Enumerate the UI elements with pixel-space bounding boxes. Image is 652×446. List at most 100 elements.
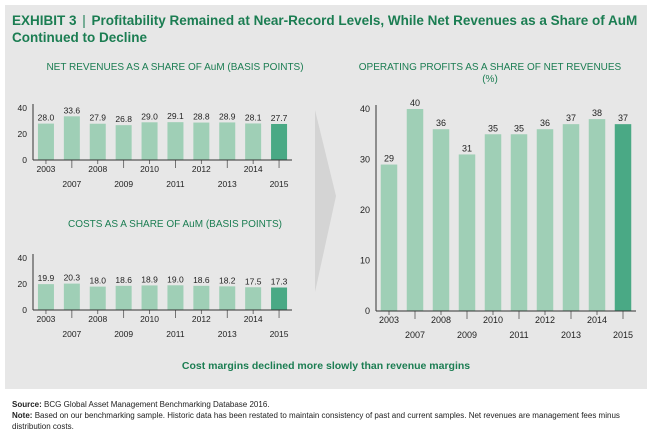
cost-bar: [219, 286, 236, 310]
cost-xtick-label: 2008: [88, 314, 107, 324]
cost-xtick-label: 2003: [36, 314, 55, 324]
operating-profit-bar: [536, 129, 554, 311]
operating-profit-value-label: 37: [618, 113, 628, 123]
net-revenue-bar: [271, 123, 288, 160]
operating-profit-value-label: 37: [566, 113, 576, 123]
cost-bar: [37, 284, 54, 310]
cost-xtick-label: 2007: [62, 329, 81, 339]
net-revenue-xtick-label: 2013: [218, 179, 237, 189]
cost-bar: [141, 285, 158, 310]
right-arrow-shape: [315, 110, 336, 292]
cost-xtick-label: 2009: [114, 329, 133, 339]
cost-bar: [245, 287, 262, 310]
net-revenue-bar: [89, 123, 106, 160]
net-revenues-chart: 0 20 40 28.0 2003 33.6 2007 27.9 2008 26.8 2009 29.…: [18, 103, 292, 189]
net-revenue-xtick-label: 2007: [62, 179, 81, 189]
net-revenue-xtick-label: 2008: [88, 164, 107, 174]
source-text: BCG Global Asset Management Benchmarking…: [44, 400, 270, 409]
footer-notes: Source: BCG Global Asset Management Benc…: [12, 399, 642, 432]
net-revenue-value-label: 28.1: [245, 112, 262, 122]
cost-bar: [63, 283, 80, 310]
exhibit-title: EXHIBIT 3 | Profitability Remained at Ne…: [12, 12, 642, 46]
operating-profit-value-label: 35: [514, 123, 524, 133]
costs-chart: 0 20 40 19.9 2003 20.3 2007 18.0 2008 18.6 2009 18.…: [18, 253, 292, 339]
operating-profit-value-label: 29: [384, 154, 394, 164]
cost-value-label: 19.9: [38, 273, 55, 283]
operating-profits-chart-title: OPERATING PROFITS AS A SHARE OF NET REVE…: [358, 62, 622, 85]
net-revenue-value-label: 28.8: [193, 112, 210, 122]
operating-profit-xtick-label: 2008: [431, 315, 451, 325]
cost-value-label: 20.3: [64, 273, 81, 283]
net-revenue-bar: [167, 122, 184, 160]
operating-profit-ytick-label: 0: [365, 306, 370, 316]
operating-profit-value-label: 36: [436, 118, 446, 128]
operating-profit-bar: [432, 129, 450, 311]
net-revenue-xtick-label: 2015: [270, 179, 289, 189]
operating-profit-bar: [562, 124, 580, 312]
cost-xtick-label: 2015: [270, 329, 289, 339]
cost-ytick-label: 0: [22, 305, 27, 315]
note-label: Note:: [12, 411, 33, 420]
operating-profit-bar: [614, 124, 632, 312]
net-revenue-bar: [245, 123, 262, 160]
operating-profit-xtick-label: 2013: [561, 330, 581, 340]
cost-bar: [115, 285, 132, 310]
cost-bar: [89, 286, 106, 310]
operating-profit-xtick-label: 2014: [587, 315, 607, 325]
note-line: Note: Based on our benchmarking sample. …: [12, 410, 642, 432]
cost-value-label: 18.2: [219, 275, 236, 285]
net-revenue-ytick-label: 20: [18, 129, 28, 139]
net-revenue-ytick-label: 0: [22, 155, 27, 165]
note-text: Based on our benchmarking sample. Histor…: [12, 411, 620, 431]
net-revenue-value-label: 28.0: [38, 113, 55, 123]
net-revenue-xtick-label: 2012: [192, 164, 211, 174]
net-revenue-bar: [115, 125, 132, 160]
operating-profit-bar: [510, 134, 528, 311]
net-revenue-value-label: 29.1: [167, 111, 184, 121]
cost-xtick-label: 2014: [244, 314, 263, 324]
operating-profit-xtick-label: 2015: [613, 330, 633, 340]
operating-profit-bar: [406, 109, 424, 311]
cost-value-label: 18.9: [141, 274, 158, 284]
net-revenue-ytick-label: 40: [18, 103, 28, 113]
operating-profit-xtick-label: 2009: [457, 330, 477, 340]
net-revenue-value-label: 27.9: [89, 113, 106, 123]
cost-xtick-label: 2011: [166, 329, 185, 339]
net-revenue-value-label: 28.9: [219, 111, 236, 121]
title-separator: |: [78, 13, 90, 28]
operating-profit-value-label: 40: [410, 98, 420, 108]
operating-profit-value-label: 36: [540, 118, 550, 128]
operating-profit-ytick-label: 40: [360, 104, 370, 114]
cost-ytick-label: 40: [18, 253, 28, 263]
net-revenue-bar: [37, 123, 54, 160]
cost-xtick-label: 2012: [192, 314, 211, 324]
source-label: Source:: [12, 400, 42, 409]
exhibit-label: EXHIBIT 3: [12, 13, 77, 28]
operating-profit-xtick-label: 2003: [379, 315, 399, 325]
net-revenue-xtick-label: 2009: [114, 179, 133, 189]
cost-value-label: 19.0: [167, 274, 184, 284]
operating-profit-bar: [380, 164, 398, 311]
cost-value-label: 17.5: [245, 276, 262, 286]
net-revenue-xtick-label: 2011: [166, 179, 185, 189]
cost-ytick-label: 20: [18, 279, 28, 289]
net-revenue-bar: [63, 116, 80, 160]
cost-value-label: 18.6: [193, 275, 210, 285]
cost-xtick-label: 2013: [218, 329, 237, 339]
source-line: Source: BCG Global Asset Management Benc…: [12, 399, 642, 410]
operating-profit-value-label: 31: [462, 143, 472, 153]
operating-profit-bar: [588, 119, 606, 311]
cost-bar: [193, 285, 210, 310]
operating-profit-bar: [484, 134, 502, 311]
operating-profits-chart: 0 10 20 30 40 29 2003 40 2007 36 2008 31 2009 35 2010 3…: [360, 98, 636, 340]
net-revenue-xtick-label: 2014: [244, 164, 263, 174]
net-revenue-value-label: 33.6: [64, 105, 81, 115]
net-revenue-value-label: 29.0: [141, 111, 158, 121]
operating-profit-xtick-label: 2007: [405, 330, 425, 340]
net-revenues-chart-title: NET REVENUES AS A SHARE OF AuM (BASIS PO…: [46, 62, 304, 73]
operating-profit-xtick-label: 2011: [509, 330, 528, 340]
costs-chart-title: COSTS AS A SHARE OF AuM (BASIS POINTS): [68, 219, 282, 230]
cost-bar: [167, 285, 184, 310]
